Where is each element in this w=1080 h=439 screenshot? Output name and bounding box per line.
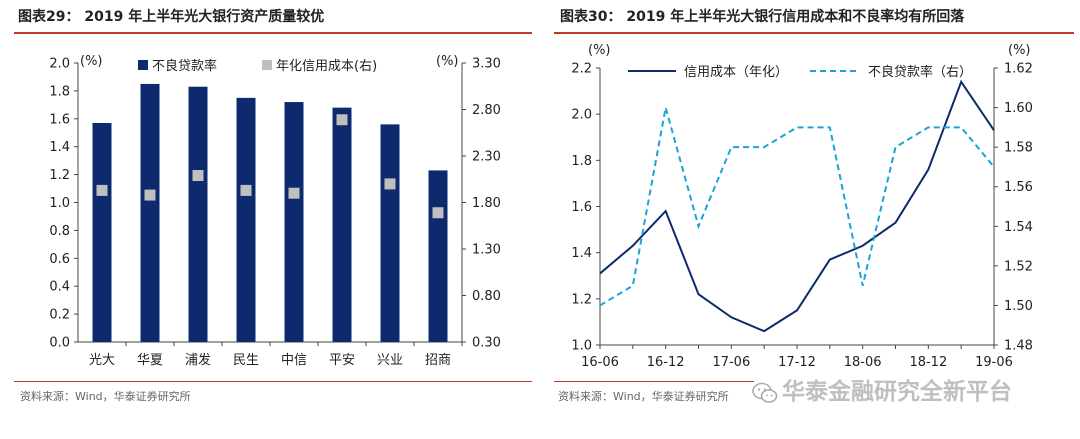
credit-cost-marker — [288, 187, 300, 199]
right-source-note: 资料来源：Wind，华泰证券研究所 — [558, 390, 729, 403]
left-y-unit: (%) — [80, 54, 103, 69]
npl-bar — [92, 122, 112, 342]
x-tick-label: 17-06 — [712, 355, 750, 370]
right-y-tick-label: 2.30 — [472, 150, 501, 165]
right-chart-title: 图表30： 2019 年上半年光大银行信用成本和不良率均有所回落 — [560, 9, 965, 25]
left-y-tick-label: 2.0 — [49, 57, 70, 72]
right-y-tick-label: 1.62 — [1004, 62, 1033, 77]
legend-label-npl: 不良贷款率（右） — [868, 64, 972, 80]
credit-cost-marker — [336, 114, 348, 126]
legend-label-credit-cost: 信用成本（年化） — [684, 65, 788, 80]
x-tick-label: 18-06 — [844, 355, 882, 370]
right-y-unit: (%) — [436, 54, 459, 69]
legend-swatch-credit-cost — [262, 60, 272, 70]
left-source-note: 资料来源：Wind，华泰证券研究所 — [20, 390, 191, 403]
right-y-tick-label: 1.50 — [1004, 299, 1033, 314]
x-category-label: 浦发 — [185, 352, 211, 368]
right-y-tick-label: 1.48 — [1004, 339, 1033, 354]
right-y-tick-label: 1.58 — [1004, 141, 1033, 156]
credit-cost-line — [599, 79, 995, 333]
x-category-label: 平安 — [329, 353, 355, 368]
right-y-tick-label: 3.30 — [472, 57, 501, 72]
credit-cost-marker — [240, 184, 252, 196]
left-y-tick-label: 1.6 — [49, 112, 70, 127]
left-y-tick-label: 1.4 — [571, 246, 592, 261]
left-y-tick-label: 0.2 — [49, 308, 70, 323]
x-tick-label: 19-06 — [975, 355, 1013, 370]
left-y-tick-label: 1.2 — [571, 292, 592, 307]
wechat-icon — [752, 382, 778, 403]
npl-bar — [140, 83, 160, 343]
npl-bar — [380, 124, 400, 342]
left-y-unit: (%) — [588, 43, 611, 58]
right-y-tick-label: 1.52 — [1004, 259, 1033, 274]
left-chart-title: 图表29： 2019 年上半年光大银行资产质量较优 — [18, 9, 325, 25]
right-y-tick-label: 0.80 — [472, 289, 501, 304]
right-y-tick-label: 1.80 — [472, 196, 501, 211]
credit-cost-marker — [144, 189, 156, 201]
legend-label-credit-cost: 年化信用成本(右) — [276, 59, 377, 74]
watermark-text: 华泰金融研究全新平台 — [782, 379, 1012, 405]
left-bar-chart: 0.0 0.2 0.4 0.6 0.8 1.0 1.2 1.4 1.6 1.8 2.0 0.30 0.8… — [49, 54, 501, 368]
left-y-tick-label: 0.4 — [49, 280, 70, 295]
right-chart-panel: 图表30： 2019 年上半年光大银行信用成本和不良率均有所回落 1.0 1.2 1… — [548, 0, 1080, 439]
left-y-tick-label: 1.8 — [49, 84, 70, 99]
credit-cost-marker — [432, 207, 444, 219]
left-y-tick-label: 0.8 — [49, 224, 70, 239]
left-y-tick-label: 0.0 — [49, 336, 70, 351]
x-category-label: 兴业 — [377, 353, 403, 368]
npl-bar — [284, 102, 304, 342]
x-category-label: 招商 — [425, 353, 451, 368]
npl-bar — [236, 97, 256, 342]
left-y-tick-label: 2.2 — [571, 62, 592, 77]
left-y-tick-label: 1.0 — [49, 196, 70, 211]
credit-cost-marker — [96, 184, 108, 196]
right-line-chart: 1.0 1.2 1.4 1.6 1.8 2.0 2.2 1.48 1.50 1.52 1.54 1.5… — [571, 43, 1033, 370]
left-title-rule — [14, 32, 532, 34]
left-y-tick-label: 2.0 — [571, 108, 592, 123]
right-y-tick-label: 1.30 — [472, 243, 501, 258]
credit-cost-marker — [384, 178, 396, 190]
x-category-label: 华夏 — [137, 353, 163, 368]
npl-bar — [428, 170, 448, 342]
npl-ratio-line — [599, 107, 995, 307]
left-y-tick-label: 1.0 — [571, 339, 592, 354]
left-source-rule — [14, 381, 532, 382]
left-y-tick-label: 1.6 — [571, 200, 592, 215]
right-y-tick-label: 1.54 — [1004, 220, 1033, 235]
left-y-tick-label: 0.6 — [49, 252, 70, 267]
x-tick-label: 18-12 — [909, 355, 947, 370]
left-y-tick-label: 1.2 — [49, 168, 70, 183]
left-y-tick-label: 1.4 — [49, 140, 70, 155]
right-y-unit: (%) — [1008, 43, 1031, 58]
npl-bar — [332, 107, 352, 342]
left-y-tick-label: 1.8 — [571, 154, 592, 169]
x-category-label: 民生 — [233, 353, 259, 368]
x-category-label: 中信 — [281, 353, 307, 368]
right-title-rule — [554, 32, 1074, 34]
left-chart-panel: 图表29： 2019 年上半年光大银行资产质量较优 0.0 0.2 0.4 0.6 0.… — [0, 0, 536, 439]
right-y-tick-label: 1.56 — [1004, 180, 1033, 195]
credit-cost-marker — [192, 170, 204, 182]
legend-swatch-npl — [138, 60, 148, 70]
npl-bar — [188, 86, 208, 342]
x-tick-label: 17-12 — [778, 355, 816, 370]
x-tick-label: 16-12 — [647, 355, 685, 370]
x-category-label: 光大 — [89, 353, 115, 368]
legend-label-npl: 不良贷款率 — [152, 58, 217, 74]
right-y-tick-label: 1.60 — [1004, 101, 1033, 116]
right-y-tick-label: 2.80 — [472, 103, 501, 118]
x-tick-label: 16-06 — [581, 355, 619, 370]
right-source-rule — [554, 381, 754, 382]
right-y-tick-label: 0.30 — [472, 336, 501, 351]
